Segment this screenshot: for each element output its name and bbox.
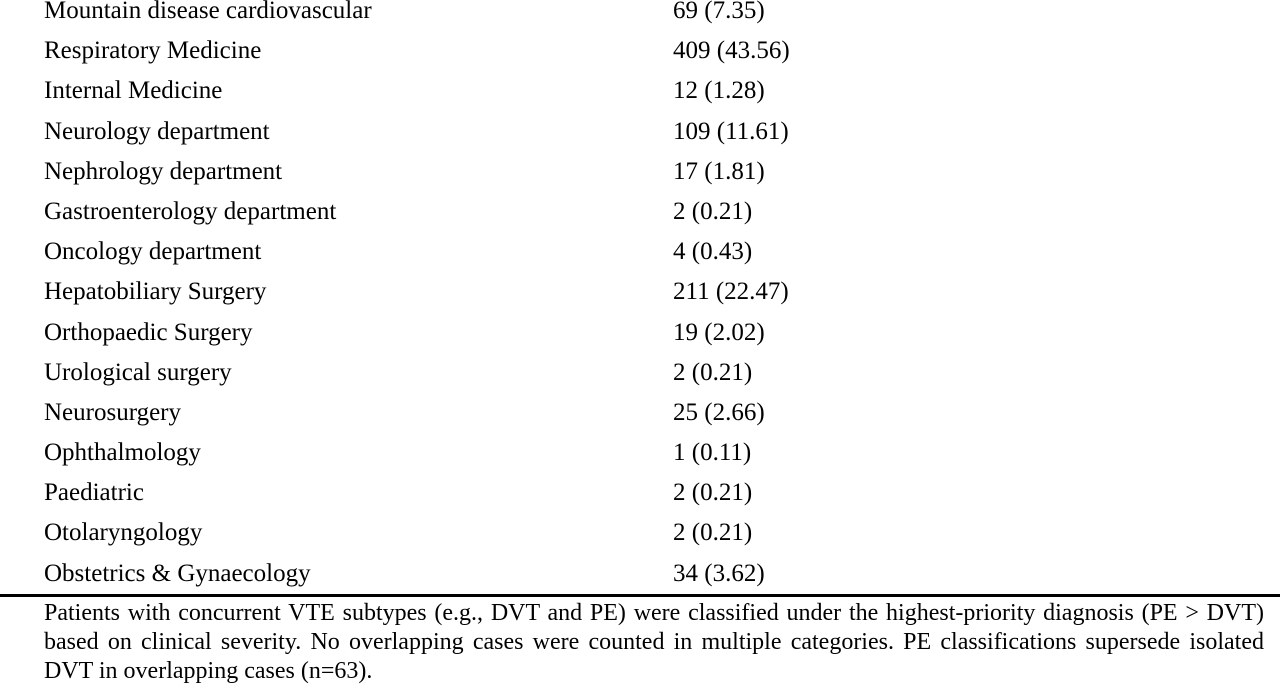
- table-row: Orthopaedic Surgery 19 (2.02): [0, 318, 1280, 362]
- department-cell: Orthopaedic Surgery: [44, 318, 253, 346]
- count-cell: 211 (22.47): [673, 278, 789, 306]
- table-row: Oncology department 4 (0.43): [0, 238, 1280, 281]
- count-cell: 69 (7.35): [673, 0, 765, 24]
- count-cell: 1 (0.11): [673, 439, 752, 467]
- table-row: Paediatric 2 (0.21): [0, 479, 1280, 522]
- department-cell: Ophthalmology: [44, 439, 201, 467]
- count-cell: 2 (0.21): [673, 358, 753, 386]
- department-cell: Obstetrics & Gynaecology: [44, 559, 311, 587]
- department-cell: Hepatobiliary Surgery: [44, 278, 267, 306]
- table-rule: [0, 594, 1280, 597]
- department-cell: Oncology department: [44, 238, 262, 266]
- count-cell: 17 (1.81): [673, 157, 765, 185]
- count-cell: 4 (0.43): [673, 238, 753, 266]
- table-row: Respiratory Medicine 409 (43.56): [0, 37, 1280, 80]
- count-cell: 2 (0.21): [673, 519, 753, 547]
- table-row: Neurology department 109 (11.61): [0, 117, 1280, 161]
- department-cell: Gastroenterology department: [44, 197, 337, 225]
- table-row: Ophthalmology 1 (0.11): [0, 439, 1280, 482]
- count-cell: 25 (2.66): [673, 398, 765, 426]
- department-cell: Neurology department: [44, 117, 270, 145]
- table-row: Urological surgery 2 (0.21): [0, 358, 1280, 402]
- table-row: Neurosurgery 25 (2.66): [0, 398, 1280, 442]
- footnote: Patients with concurrent VTE subtypes (e…: [44, 600, 1264, 684]
- department-cell: Internal Medicine: [44, 77, 223, 105]
- department-cell: Respiratory Medicine: [44, 37, 262, 65]
- department-cell: Urological surgery: [44, 358, 232, 386]
- count-cell: 34 (3.62): [673, 559, 765, 587]
- count-cell: 2 (0.21): [673, 197, 753, 225]
- count-cell: 109 (11.61): [673, 117, 789, 145]
- count-cell: 409 (43.56): [673, 37, 790, 65]
- table-row: Nephrology department 17 (1.81): [0, 157, 1280, 201]
- table-row: Internal Medicine 12 (1.28): [0, 77, 1280, 120]
- table-row: Mountain disease cardiovascular 69 (7.35): [0, 0, 1280, 40]
- department-cell: Paediatric: [44, 479, 144, 507]
- count-cell: 2 (0.21): [673, 479, 753, 507]
- department-cell: Mountain disease cardiovascular: [44, 0, 372, 24]
- count-cell: 19 (2.02): [673, 318, 765, 346]
- table-row: Otolaryngology 2 (0.21): [0, 519, 1280, 562]
- department-cell: Neurosurgery: [44, 398, 181, 426]
- table-row: Hepatobiliary Surgery 211 (22.47): [0, 278, 1280, 321]
- department-cell: Otolaryngology: [44, 519, 203, 547]
- table-row: Gastroenterology department 2 (0.21): [0, 197, 1280, 241]
- count-cell: 12 (1.28): [673, 77, 765, 105]
- table: Mountain disease cardiovascular 69 (7.35)…: [0, 0, 1280, 603]
- department-cell: Nephrology department: [44, 157, 283, 185]
- table-row: Obstetrics & Gynaecology 34 (3.62): [0, 559, 1280, 603]
